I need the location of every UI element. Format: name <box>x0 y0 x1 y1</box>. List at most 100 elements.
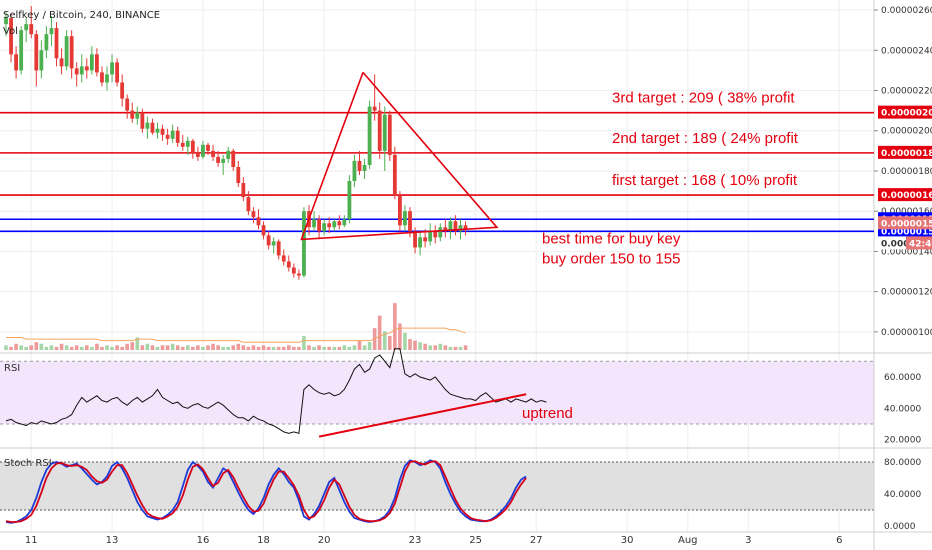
price-axis-label-text: 0.00000189 <box>881 149 932 159</box>
volume-bar <box>266 346 271 350</box>
candle-body <box>79 66 84 75</box>
volume-bar <box>377 315 382 350</box>
candle-body <box>241 183 246 198</box>
annotation-text: best time for buy key <box>542 230 681 247</box>
candle-body <box>433 231 438 238</box>
volume-bar <box>271 346 276 350</box>
volume-bar <box>312 346 316 350</box>
stoch-tick-label: 80.0000 <box>884 458 921 468</box>
candle-body <box>4 18 8 25</box>
volume-bar <box>362 345 367 350</box>
candle-body <box>34 34 39 71</box>
candle-body <box>140 112 145 129</box>
candle-body <box>322 223 327 232</box>
volume-bar <box>342 345 347 350</box>
candle-body <box>382 114 387 151</box>
volume-bar <box>438 343 443 350</box>
volume-bar <box>231 345 236 350</box>
candle-body <box>372 106 377 111</box>
price-tick-label: 0.00000240 <box>881 46 932 56</box>
volume-bar <box>175 345 180 350</box>
candle-body <box>448 221 453 232</box>
candle-body <box>362 164 367 171</box>
price-axis-label <box>878 188 932 202</box>
candle-body <box>180 142 185 147</box>
volume-bar <box>130 342 135 350</box>
volume-bar <box>74 345 79 350</box>
candle-body <box>403 211 407 226</box>
candle-body <box>221 158 226 163</box>
volume-bar <box>95 343 99 350</box>
volume-bar <box>170 343 175 350</box>
price-axis-label-text: 0.00000168 <box>881 191 932 201</box>
candle-body <box>261 225 266 236</box>
volume-bar <box>206 345 210 350</box>
candle-body <box>332 221 337 228</box>
volume-bar <box>216 345 220 350</box>
volume-bar <box>201 346 205 350</box>
volume-bar <box>327 346 331 350</box>
date-tick-label: 18 <box>257 535 270 546</box>
candle-body <box>302 211 306 276</box>
candle-body <box>54 28 59 59</box>
volume-bar <box>135 337 140 350</box>
volume-bar <box>226 346 230 350</box>
candle-body <box>317 219 321 232</box>
volume-bar <box>307 345 311 350</box>
volume-bar <box>453 346 458 350</box>
volume-bar <box>292 346 296 350</box>
volume-bar <box>251 345 256 350</box>
volume-bar <box>241 345 246 350</box>
volume-bar <box>29 345 34 350</box>
candle-body <box>206 144 210 151</box>
stoch-pane-label: Stoch RSI <box>4 458 52 469</box>
date-tick-label: 13 <box>106 535 119 546</box>
volume-bar <box>276 346 281 350</box>
volume-bar <box>19 345 23 350</box>
candle-body <box>286 261 291 268</box>
rsi-line <box>5 348 547 435</box>
triangle-pattern[interactable] <box>300 71 499 241</box>
price-tick-label: 0.00000220 <box>881 87 932 97</box>
rsi-trendline[interactable] <box>318 393 527 438</box>
candle-body <box>266 235 271 246</box>
volume-bar <box>180 346 185 350</box>
volume-label: Vol <box>3 26 18 37</box>
price-tick-label: 0.00000180 <box>881 167 932 177</box>
price-axis-label <box>878 236 906 250</box>
volume-bar <box>105 345 109 350</box>
volume-bar <box>44 346 49 350</box>
candle-body <box>347 181 352 220</box>
volume-bar <box>256 346 261 350</box>
volume-bar <box>125 343 129 350</box>
rsi-tick-label: 20.0000 <box>884 436 921 446</box>
volume-bar <box>155 346 160 350</box>
candle-body <box>110 62 114 75</box>
candle-body <box>236 166 241 184</box>
volume-bar <box>140 345 145 350</box>
price-axis-label-text: 0.000 <box>881 239 909 249</box>
candle-body <box>59 58 64 67</box>
candle-body <box>367 106 372 165</box>
candle-body <box>14 54 18 71</box>
candle-body <box>64 36 69 67</box>
volume-ma-line <box>6 327 466 343</box>
volume-bar <box>115 345 119 350</box>
candle-body <box>211 150 215 157</box>
volume-bar <box>352 345 357 350</box>
date-tick-label: 27 <box>530 535 543 546</box>
candle-body <box>281 255 286 262</box>
volume-bar <box>150 345 155 350</box>
candle-body <box>160 128 165 135</box>
stoch-tick-label: 0.0000 <box>884 522 916 532</box>
candle-body <box>337 221 342 226</box>
price-tick-label: 0.00000160 <box>881 207 932 217</box>
candle-body <box>9 18 13 55</box>
volume-bar <box>448 346 453 350</box>
stoch-k-line <box>5 459 527 524</box>
volume-bar <box>196 345 200 350</box>
volume-bar <box>337 346 342 350</box>
volume-bar <box>458 346 463 350</box>
